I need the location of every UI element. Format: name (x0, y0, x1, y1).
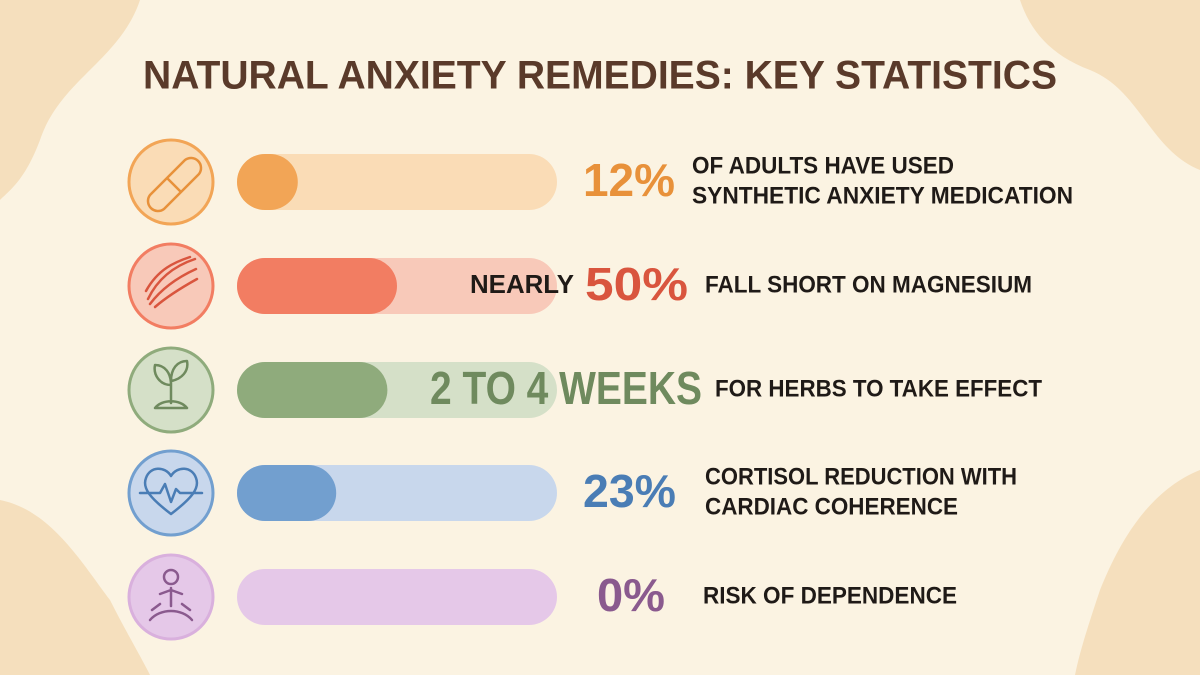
icon (144, 255, 199, 309)
stat-row: 23% CORTISOL REDUCTION WITH CARDIAC COHERE… (127, 449, 1017, 537)
stat-description: FOR HERBS TO TAKE EFFECT (715, 375, 1042, 402)
stat-row: 12% OF ADULTS HAVE USED SYNTHETIC ANXIETY … (127, 138, 1073, 226)
bar-track (237, 154, 557, 210)
stat-description: OF ADULTS HAVE USED (692, 152, 954, 179)
stat-value: 2 TO 4 WEEKS (430, 362, 702, 414)
stat-value: 23% (583, 465, 676, 517)
stat-description: FALL SHORT ON MAGNESIUM (705, 271, 1032, 298)
stat-value: 0% (597, 569, 665, 621)
icon-circle (127, 242, 215, 330)
stat-value: 50% (585, 258, 688, 310)
stat-prefix: NEARLY (470, 269, 574, 299)
icon (138, 467, 204, 516)
stat-description: SYNTHETIC ANXIETY MEDICATION (692, 182, 1073, 209)
stat-value: 12% (583, 154, 675, 206)
bar-fill (237, 465, 337, 521)
stat-row: NEARLY 50% FALL SHORT ON MAGNESIUM (127, 242, 1032, 330)
icon (146, 156, 203, 213)
title: NATURAL ANXIETY REMEDIES: KEY STATISTICS (143, 54, 1057, 98)
icon (153, 359, 189, 410)
bar-track (237, 569, 557, 625)
stat-row: 2 TO 4 WEEKS FOR HERBS TO TAKE EFFECT (127, 346, 1042, 434)
bar-fill (237, 258, 397, 314)
stat-description: RISK OF DEPENDENCE (703, 582, 957, 609)
bar-fill (237, 362, 388, 418)
rows: 12% OF ADULTS HAVE USED SYNTHETIC ANXIETY … (127, 138, 1073, 641)
stat-description: CORTISOL REDUCTION WITH (705, 463, 1017, 490)
stat-description: CARDIAC COHERENCE (705, 493, 958, 520)
bar-fill (237, 154, 298, 210)
icon (148, 568, 194, 622)
stat-row: 0% RISK OF DEPENDENCE (127, 553, 957, 641)
